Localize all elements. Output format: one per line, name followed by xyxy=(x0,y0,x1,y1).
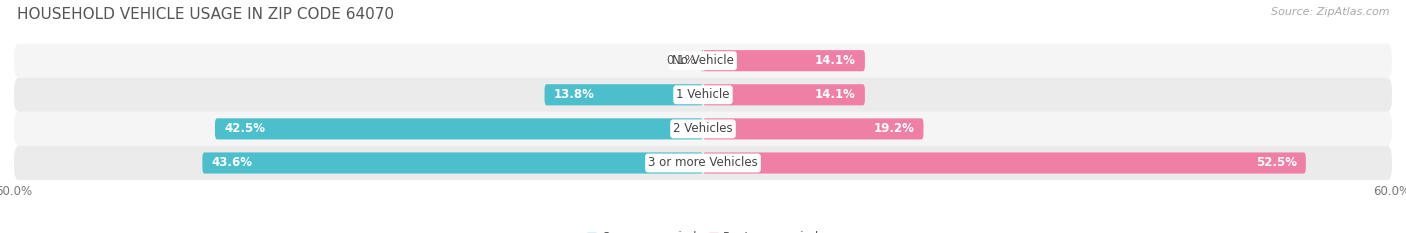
Text: HOUSEHOLD VEHICLE USAGE IN ZIP CODE 64070: HOUSEHOLD VEHICLE USAGE IN ZIP CODE 6407… xyxy=(17,7,394,22)
Text: 19.2%: 19.2% xyxy=(873,122,914,135)
Text: 14.1%: 14.1% xyxy=(815,88,856,101)
Legend: Owner-occupied, Renter-occupied: Owner-occupied, Renter-occupied xyxy=(582,226,824,233)
Text: 13.8%: 13.8% xyxy=(554,88,595,101)
Text: 1 Vehicle: 1 Vehicle xyxy=(676,88,730,101)
Text: 43.6%: 43.6% xyxy=(211,157,253,169)
FancyBboxPatch shape xyxy=(703,152,1306,174)
FancyBboxPatch shape xyxy=(14,78,1392,112)
FancyBboxPatch shape xyxy=(215,118,703,140)
Text: No Vehicle: No Vehicle xyxy=(672,54,734,67)
FancyBboxPatch shape xyxy=(14,146,1392,180)
FancyBboxPatch shape xyxy=(544,84,703,105)
FancyBboxPatch shape xyxy=(14,112,1392,146)
Text: 14.1%: 14.1% xyxy=(815,54,856,67)
Text: 52.5%: 52.5% xyxy=(1256,157,1296,169)
Text: 42.5%: 42.5% xyxy=(224,122,266,135)
FancyBboxPatch shape xyxy=(14,44,1392,78)
Text: 3 or more Vehicles: 3 or more Vehicles xyxy=(648,157,758,169)
FancyBboxPatch shape xyxy=(703,50,865,71)
Text: 0.1%: 0.1% xyxy=(666,54,696,67)
FancyBboxPatch shape xyxy=(202,152,703,174)
Text: 2 Vehicles: 2 Vehicles xyxy=(673,122,733,135)
Text: Source: ZipAtlas.com: Source: ZipAtlas.com xyxy=(1271,7,1389,17)
FancyBboxPatch shape xyxy=(702,50,704,71)
FancyBboxPatch shape xyxy=(703,118,924,140)
FancyBboxPatch shape xyxy=(703,84,865,105)
